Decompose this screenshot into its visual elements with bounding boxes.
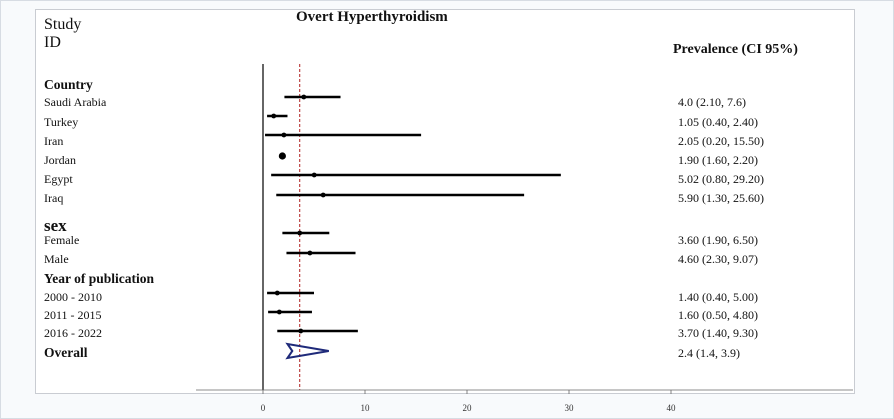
study-header-line2: ID (44, 34, 61, 51)
row-value-iraq: 5.90 (1.30, 25.60) (678, 191, 764, 205)
study-header-line1: Study (44, 16, 82, 33)
x-tick-label: 40 (667, 403, 677, 413)
x-tick-label: 30 (565, 403, 575, 413)
row-value-iran: 2.05 (0.20, 15.50) (678, 134, 764, 148)
point-estimate-saudi-arabia (301, 94, 307, 100)
row-value-male: 4.60 (2.30, 9.07) (678, 252, 758, 266)
row-value-2000-2010: 1.40 (0.40, 5.00) (678, 290, 758, 304)
group-header-year: Year of publication (44, 271, 155, 286)
point-estimate-2000-2010 (274, 290, 280, 296)
row-value-saudi-arabia: 4.0 (2.10, 7.6) (678, 95, 746, 109)
row-value-turkey: 1.05 (0.40, 2.40) (678, 115, 758, 129)
point-estimate-male (307, 250, 313, 256)
group-header-sex: sex (44, 216, 67, 235)
point-estimate-jordan (278, 152, 286, 160)
row-label-egypt: Egypt (44, 172, 73, 186)
row-label-jordan: Jordan (44, 153, 76, 167)
row-value-overall: 2.4 (1.4, 3.9) (678, 346, 740, 360)
plot-panel (35, 9, 855, 394)
point-estimate-egypt (311, 172, 317, 178)
row-label-female: Female (44, 233, 80, 247)
row-label-iraq: Iraq (44, 191, 64, 205)
group-header-country: Country (44, 77, 93, 92)
chart-title: Overt Hyperthyroidism (296, 9, 448, 25)
point-estimate-turkey (271, 113, 277, 119)
x-tick-label: 0 (261, 403, 266, 413)
point-estimate-female (297, 230, 303, 236)
row-value-female: 3.60 (1.90, 6.50) (678, 233, 758, 247)
prevalence-header: Prevalence (CI 95%) (673, 42, 798, 57)
point-estimate-iran (281, 132, 287, 138)
row-label-2000-2010: 2000 - 2010 (44, 290, 102, 304)
row-value-2011-2015: 1.60 (0.50, 4.80) (678, 308, 758, 322)
row-label-saudi-arabia: Saudi Arabia (44, 95, 107, 109)
row-label-turkey: Turkey (44, 115, 79, 129)
row-label-overall: Overall (44, 345, 88, 360)
row-label-male: Male (44, 252, 69, 266)
row-value-egypt: 5.02 (0.80, 29.20) (678, 172, 764, 186)
point-estimate-iraq (320, 192, 326, 198)
point-estimate-2011-2015 (276, 309, 282, 315)
row-value-2016-2022: 3.70 (1.40, 9.30) (678, 326, 758, 340)
row-value-jordan: 1.90 (1.60, 2.20) (678, 153, 758, 167)
x-tick-label: 20 (463, 403, 473, 413)
row-label-2011-2015: 2011 - 2015 (44, 308, 102, 322)
overall-diamond (285, 342, 329, 360)
row-label-2016-2022: 2016 - 2022 (44, 326, 102, 340)
point-estimate-2016-2022 (298, 328, 304, 334)
row-label-iran: Iran (44, 134, 64, 148)
x-tick-label: 10 (361, 403, 371, 413)
